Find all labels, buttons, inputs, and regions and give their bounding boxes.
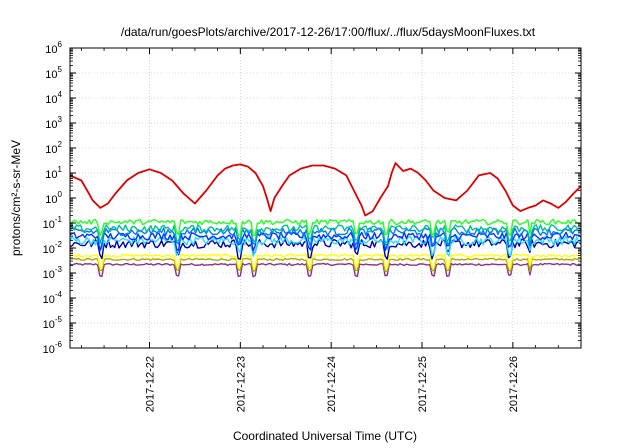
series-line xyxy=(69,253,582,269)
x-tick-label: 2017-12-25 xyxy=(417,356,429,412)
x-tick-layer: 2017-12-22 2017-12-23 2017-12-24 2017-12-25… xyxy=(80,48,582,412)
y-tick-label: 10-6 xyxy=(43,340,63,356)
y-tick-label: 10-1 xyxy=(43,215,63,231)
y-axis-title: protons/cm²-s-sr-MeV xyxy=(9,140,23,256)
x-tick-label: 2017-12-26 xyxy=(508,356,520,412)
series-line xyxy=(69,238,582,260)
y-tick-label: 10-2 xyxy=(43,240,63,256)
y-tick-label: 101 xyxy=(45,165,62,181)
y-tick-label: 102 xyxy=(45,140,62,156)
series-line xyxy=(69,262,582,278)
x-tick-label: 2017-12-24 xyxy=(326,356,338,412)
y-tick-label: 106 xyxy=(45,40,62,56)
x-tick-label: 2017-12-23 xyxy=(235,356,247,412)
series-line xyxy=(69,224,582,244)
y-tick-label: 104 xyxy=(45,90,62,106)
y-tick-label: 10-3 xyxy=(43,265,63,281)
y-tick-label: 100 xyxy=(45,190,62,206)
grid-layer xyxy=(70,48,581,348)
series-line xyxy=(69,257,581,273)
y-tick-layer: 10-6 10-5 10-4 10-3 10-2 10-1 100 101 102 103 104 1… xyxy=(43,40,581,356)
x-axis-title: Coordinated Universal Time (UTC) xyxy=(233,429,417,443)
y-tick-label: 103 xyxy=(45,115,62,131)
y-tick-label: 10-4 xyxy=(43,290,63,306)
series-line xyxy=(69,162,582,217)
series-layer xyxy=(69,162,582,278)
series-line xyxy=(69,218,582,237)
chart-title: /data/run/goesPlots/archive/2017-12-26/1… xyxy=(121,25,536,39)
x-tick-label: 2017-12-22 xyxy=(144,356,156,412)
y-tick-label: 10-5 xyxy=(43,315,63,331)
y-tick-label: 105 xyxy=(45,65,62,81)
series-line xyxy=(69,231,582,252)
